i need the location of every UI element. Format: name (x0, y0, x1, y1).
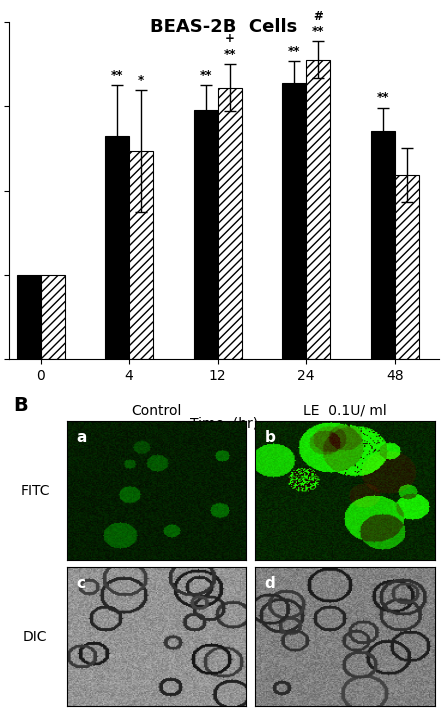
Text: B: B (13, 396, 28, 415)
Text: c: c (76, 576, 85, 590)
Bar (129, 151, 153, 359)
Text: **: ** (224, 47, 236, 60)
Text: **: ** (199, 68, 212, 82)
Text: Time  (hr): Time (hr) (190, 416, 258, 430)
Text: b: b (264, 430, 275, 445)
Text: Control: Control (132, 403, 182, 418)
Text: a: a (76, 430, 86, 445)
Text: d: d (264, 576, 275, 590)
Text: #: # (313, 9, 323, 23)
Bar (306, 60, 330, 359)
Text: BEAS-2B  Cells: BEAS-2B Cells (151, 18, 297, 36)
Bar (371, 132, 395, 359)
Bar (41, 275, 65, 359)
Text: DIC: DIC (23, 630, 47, 644)
Text: **: ** (288, 45, 301, 58)
Text: FITC: FITC (21, 483, 50, 498)
Text: **: ** (312, 25, 324, 38)
Text: LE  0.1U/ ml: LE 0.1U/ ml (303, 403, 387, 418)
Text: **: ** (111, 68, 123, 82)
Bar (282, 82, 306, 359)
Bar (105, 135, 129, 359)
Text: **: ** (376, 92, 389, 105)
Text: +: + (225, 33, 235, 45)
Bar (395, 175, 419, 359)
Bar (17, 275, 41, 359)
Text: *: * (138, 74, 144, 87)
Bar (194, 111, 218, 359)
Bar (218, 87, 242, 359)
